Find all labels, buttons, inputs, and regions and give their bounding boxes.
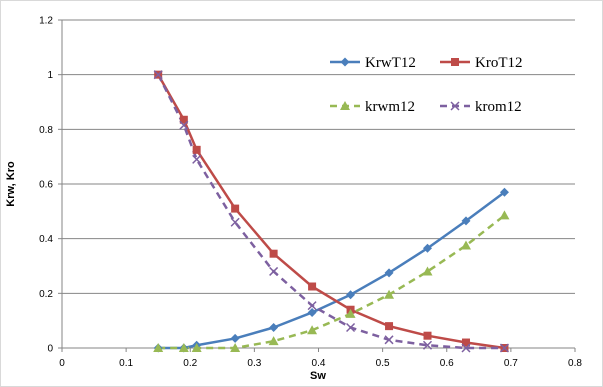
y-tick-label: 0.2 <box>39 289 53 300</box>
series-line-KroT12 <box>157 74 505 350</box>
legend-swatch-marker <box>340 57 350 67</box>
data-point-KrwT12 <box>423 243 433 253</box>
data-point-KroT12 <box>269 249 278 258</box>
legend-item-KroT12: KroT12 <box>440 55 523 71</box>
x-tick-label: 0.3 <box>247 358 261 369</box>
data-point-KroT12 <box>385 322 394 331</box>
data-point-KrwT12 <box>461 216 471 226</box>
y-tick-label: 1.2 <box>39 16 53 27</box>
legend-swatch-marker <box>451 58 459 66</box>
x-axis-title: Sw <box>310 370 326 382</box>
gridlines <box>62 19 575 294</box>
data-point-krom12 <box>179 120 189 130</box>
y-tick-label: 0.6 <box>39 180 53 191</box>
data-point-krwm12 <box>153 343 164 352</box>
data-point-krom12 <box>461 343 471 353</box>
series-line-KrwT12 <box>158 191 506 350</box>
data-point-KroT12 <box>308 282 317 291</box>
data-point-KrwT12 <box>269 323 279 332</box>
series-markers <box>153 70 510 353</box>
data-point-krwm12 <box>307 325 318 335</box>
data-point-krom12 <box>422 340 433 350</box>
x-tick-label: 0 <box>59 358 65 369</box>
data-point-KroT12 <box>461 338 470 347</box>
data-point-krwm12 <box>422 266 433 276</box>
data-point-KrwT12 <box>384 268 394 278</box>
data-point-KroT12 <box>192 145 201 154</box>
data-point-krom12 <box>192 154 202 164</box>
data-point-krom12 <box>269 266 279 276</box>
series-lines <box>157 74 506 350</box>
data-point-krwm12 <box>268 336 279 346</box>
y-tick-label: 0 <box>47 344 53 355</box>
data-point-krom12 <box>499 343 509 353</box>
y-tick-label: 0.4 <box>39 234 53 245</box>
x-tick-label: 0.5 <box>376 358 390 369</box>
data-point-KrwT12 <box>307 307 317 317</box>
x-tick-label: 0.1 <box>119 358 133 369</box>
data-point-krom12 <box>384 335 394 345</box>
data-point-KrwT12 <box>346 290 356 300</box>
data-point-KroT12 <box>179 115 188 124</box>
data-point-krwm12 <box>230 343 241 352</box>
x-tick-label: 0.2 <box>183 358 197 369</box>
data-point-KrwT12 <box>230 333 240 343</box>
legend-item-KrwT12: KrwT12 <box>330 55 416 71</box>
tick-labels: 0 0.2 0.4 0.6 0.8 1 1.2 0 0.1 0.2 0.3 0.4 0.5 0.6 0.7 0… <box>39 16 582 370</box>
legend-swatch-marker <box>340 101 350 110</box>
data-point-KroT12 <box>231 204 240 213</box>
y-axis-title: Krw, Kro <box>5 161 17 207</box>
x-tick-label: 0.8 <box>568 358 582 369</box>
data-point-krwm12 <box>384 289 395 299</box>
legend: KrwT12 KroT12 krwm12 krom12 <box>330 55 523 115</box>
data-point-KroT12 <box>423 331 432 340</box>
data-point-krom12 <box>346 322 356 333</box>
y-tick-label: 0.8 <box>39 125 53 136</box>
x-tick-label: 0.7 <box>504 358 518 369</box>
legend-item-krom12: krom12 <box>440 99 522 115</box>
x-tick-label: 0.6 <box>440 358 454 369</box>
x-tick-label: 0.4 <box>312 358 326 369</box>
data-point-krwm12 <box>191 343 202 352</box>
data-point-krwm12 <box>345 308 356 318</box>
legend-label: krwm12 <box>365 99 415 115</box>
legend-label: KrwT12 <box>365 55 416 71</box>
data-point-KrwT12 <box>499 187 509 197</box>
data-point-krwm12 <box>460 240 471 250</box>
legend-swatch-marker <box>450 101 460 111</box>
data-point-krwm12 <box>178 343 189 352</box>
series-line-krom12 <box>157 74 505 350</box>
y-tick-label: 1 <box>47 70 53 81</box>
series-line-krwm12 <box>158 214 506 350</box>
data-point-krom12 <box>153 70 163 80</box>
legend-item-krwm12: krwm12 <box>330 99 415 115</box>
data-point-krom12 <box>307 301 317 311</box>
data-point-krwm12 <box>499 210 510 220</box>
legend-label: KroT12 <box>475 55 523 71</box>
data-point-krom12 <box>230 217 240 227</box>
legend-label: krom12 <box>475 99 522 115</box>
